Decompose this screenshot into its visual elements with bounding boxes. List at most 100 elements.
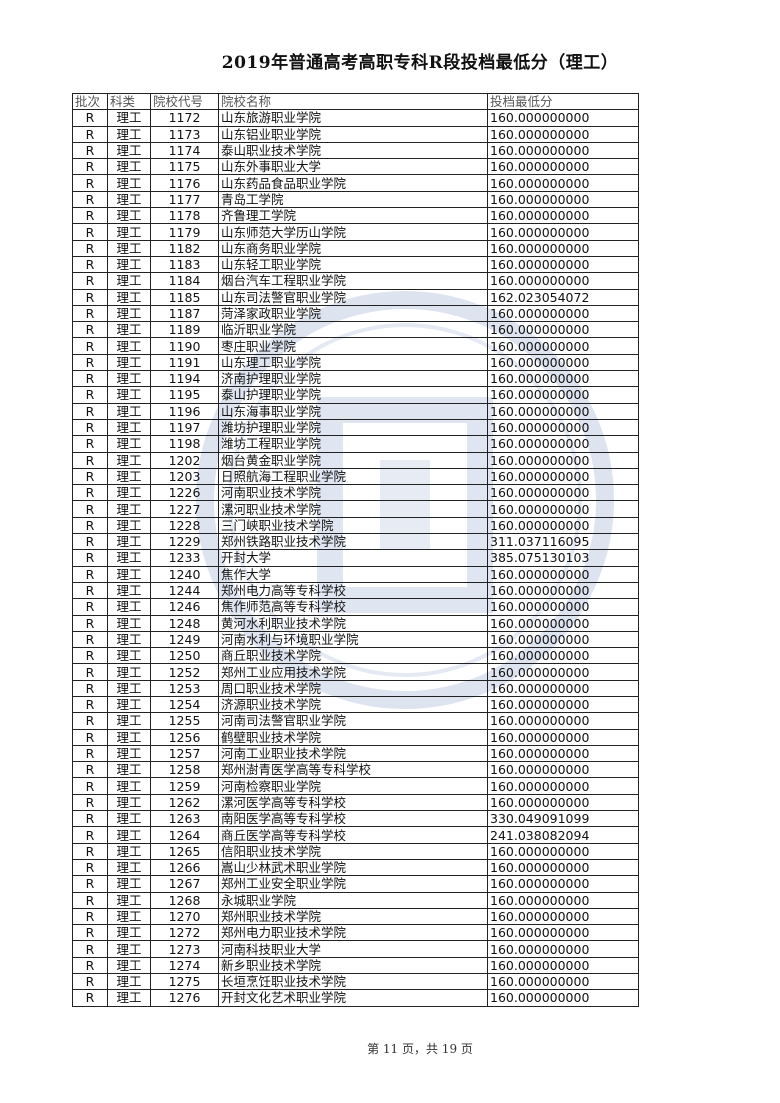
cell-batch: R [72,451,108,469]
cell-category: 理工 [107,777,151,795]
cell-category: 理工 [107,158,151,176]
cell-category: 理工 [107,223,151,241]
cell-school-name: 山东司法警官职业学院 [218,288,488,306]
table-row: R 理工 1268 永城职业学院 160.000000000 [72,891,639,909]
cell-batch: R [72,239,108,257]
cell-school-code: 1262 [150,793,219,812]
cell-school-code: 1275 [150,973,219,991]
page-title: 2019年普通高考高职专科R段投档最低分（理工） [221,53,619,73]
cell-batch: R [72,956,108,975]
cell-category: 理工 [107,598,151,616]
cell-school-code: 1248 [150,614,219,632]
cell-school-code: 1264 [150,826,219,844]
table-row: R 理工 1202 烟台黄金职业学院 160.000000000 [72,451,639,469]
cell-school-code: 1178 [150,207,219,225]
cell-school-name: 焦作师范高等专科学校 [218,598,488,616]
cell-category: 理工 [107,304,151,323]
table-row: R 理工 1173 山东铝业职业学院 160.000000000 [72,125,639,143]
cell-school-code: 1265 [150,842,219,860]
table-body: R 理工 1172 山东旅游职业学院 160.000000000 R 理工 1173 山东铝业职… [72,109,639,1007]
cell-school-code: 1177 [150,190,219,209]
table-row: R 理工 1187 菏泽家政职业学院 160.000000000 [72,304,639,323]
header-batch: 批次 [72,92,108,111]
cell-school-code: 1227 [150,500,219,518]
table-row: R 理工 1254 济源职业技术学院 160.000000000 [72,695,639,714]
cell-min-score: 160.000000000 [487,500,639,518]
cell-school-code: 1173 [150,125,219,143]
cell-batch: R [72,581,108,600]
table-row: R 理工 1178 齐鲁理工学院 160.000000000 [72,207,639,225]
header-min-score: 投档最低分 [487,92,639,111]
table-row: R 理工 1255 河南司法警官职业学院 160.000000000 [72,712,639,730]
cell-school-name: 青岛工学院 [218,190,488,209]
cell-category: 理工 [107,500,151,518]
cell-category: 理工 [107,288,151,306]
cell-min-score: 160.000000000 [487,190,639,209]
cell-school-code: 1196 [150,402,219,420]
cell-school-code: 1240 [150,565,219,583]
cell-batch: R [72,565,108,583]
cell-batch: R [72,940,108,958]
cell-min-score: 160.000000000 [487,109,639,127]
cell-school-name: 菏泽家政职业学院 [218,304,488,323]
table-row: R 理工 1226 河南职业技术学院 160.000000000 [72,484,639,502]
table-row: R 理工 1270 郑州职业技术学院 160.000000000 [72,907,639,926]
cell-school-name: 河南科技职业大学 [218,940,488,958]
cell-min-score: 160.000000000 [487,337,639,355]
cell-min-score: 160.000000000 [487,418,639,437]
cell-min-score: 160.000000000 [487,924,639,942]
cell-school-code: 1197 [150,418,219,437]
cell-batch: R [72,141,108,160]
cell-min-score: 160.000000000 [487,679,639,697]
cell-category: 理工 [107,614,151,632]
cell-min-score: 160.000000000 [487,598,639,616]
cell-batch: R [72,353,108,372]
cell-school-code: 1198 [150,435,219,453]
cell-school-code: 1172 [150,109,219,127]
cell-category: 理工 [107,647,151,665]
cell-school-name: 泰山护理职业学院 [218,386,488,404]
cell-school-code: 1250 [150,647,219,665]
cell-batch: R [72,826,108,844]
table-row: R 理工 1195 泰山护理职业学院 160.000000000 [72,386,639,404]
header-category: 科类 [107,92,151,111]
cell-school-name: 漯河职业技术学院 [218,500,488,518]
cell-school-code: 1267 [150,875,219,893]
cell-category: 理工 [107,973,151,991]
cell-school-code: 1255 [150,712,219,730]
cell-category: 理工 [107,891,151,909]
cell-school-name: 嵩山少林武术职业学院 [218,858,488,877]
table-row: R 理工 1257 河南工业职业技术学院 160.000000000 [72,744,639,763]
table-row: R 理工 1259 河南检察职业学院 160.000000000 [72,777,639,795]
cell-batch: R [72,500,108,518]
cell-school-code: 1203 [150,467,219,486]
cell-school-name: 山东商务职业学院 [218,239,488,257]
cell-category: 理工 [107,761,151,779]
cell-school-code: 1259 [150,777,219,795]
cell-school-code: 1189 [150,321,219,339]
header-school-name: 院校名称 [218,92,488,111]
cell-category: 理工 [107,125,151,143]
cell-school-code: 1254 [150,695,219,714]
cell-school-name: 郑州澍青医学高等专科学校 [218,761,488,779]
cell-category: 理工 [107,190,151,209]
cell-school-code: 1175 [150,158,219,176]
cell-category: 理工 [107,141,151,160]
cell-batch: R [72,288,108,306]
cell-min-score: 160.000000000 [487,891,639,909]
cell-batch: R [72,386,108,404]
cell-school-code: 1258 [150,761,219,779]
cell-category: 理工 [107,810,151,828]
cell-category: 理工 [107,353,151,372]
cell-category: 理工 [107,516,151,535]
cell-school-name: 河南工业职业技术学院 [218,744,488,763]
table-row: R 理工 1267 郑州工业安全职业学院 160.000000000 [72,875,639,893]
cell-school-code: 1257 [150,744,219,763]
cell-school-code: 1194 [150,370,219,388]
cell-category: 理工 [107,679,151,697]
cell-school-name: 鹤壁职业技术学院 [218,728,488,746]
cell-min-score: 241.038082094 [487,826,639,844]
table-row: R 理工 1253 周口职业技术学院 160.000000000 [72,679,639,697]
cell-min-score: 160.000000000 [487,777,639,795]
cell-batch: R [72,989,108,1007]
